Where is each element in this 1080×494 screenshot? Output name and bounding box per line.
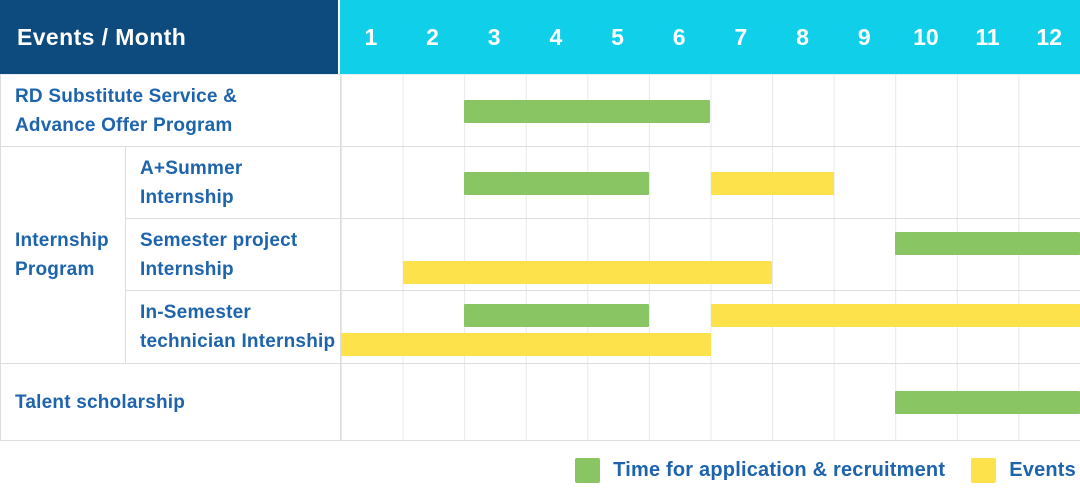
- application-recruitment-bar: [895, 232, 1080, 255]
- row-chart-area: [340, 219, 1080, 290]
- row-chart-area: [340, 75, 1080, 146]
- row-label-line: technician Internship: [140, 331, 336, 352]
- table-row: In-Semester technician Internship: [125, 291, 1080, 363]
- row-label-line: Internship: [140, 258, 234, 280]
- month-header-cell: 9: [857, 23, 871, 50]
- events-month-header-cell: Events / Month: [0, 0, 340, 74]
- row-label: A+Summer Internship: [125, 147, 340, 218]
- table-row: Talent scholarship: [1, 364, 1080, 441]
- legend-item: Time for application & recruitment: [575, 458, 945, 483]
- row-label: Talent scholarship: [1, 364, 340, 440]
- events-bar: [710, 171, 834, 195]
- internship-program-group: Internship Program A+Summer Internship Seme…: [1, 147, 1080, 364]
- row-label-line: Semester project: [140, 229, 298, 251]
- legend: Time for application & recruitment Events: [0, 458, 1076, 483]
- month-header-cell: 6: [672, 23, 686, 50]
- month-header-cell: 1: [364, 23, 378, 50]
- table-row: A+Summer Internship: [125, 147, 1080, 219]
- group-label: Internship Program: [15, 230, 109, 280]
- row-chart-area: [340, 291, 1080, 363]
- application-recruitment-bar: [464, 171, 649, 195]
- legend-item: Events: [971, 458, 1076, 483]
- row-label-line: Advance Offer Program: [15, 114, 233, 136]
- row-chart-area: [340, 364, 1080, 440]
- row-label-line: Internship: [140, 186, 234, 208]
- month-header-cell: 11: [975, 23, 1000, 50]
- application-recruitment-bar: [464, 304, 649, 327]
- month-header-cell: 4: [549, 23, 563, 50]
- legend-label: Time for application & recruitment: [613, 459, 946, 481]
- legend-swatch-green: [575, 458, 601, 483]
- legend-label: Events: [1009, 459, 1076, 481]
- row-chart-area: [340, 147, 1080, 218]
- month-header-cell: 8: [796, 23, 809, 50]
- row-label-line: Talent scholarship: [15, 391, 186, 413]
- events-bar: [341, 333, 711, 356]
- events-bar: [710, 304, 1080, 327]
- month-header-cell: 10: [913, 23, 939, 50]
- row-label: Semester project Internship: [125, 219, 340, 290]
- row-label-line: RD Substitute Service &: [15, 85, 238, 107]
- row-label: In-Semester technician Internship: [125, 291, 340, 363]
- row-label-line: A+Summer: [140, 157, 243, 179]
- month-header-cell: 7: [734, 23, 748, 50]
- month-header-cell: 12: [1036, 23, 1063, 50]
- month-header-row: 1 2 3 4 5 6 7 8 9 10 11 12: [340, 0, 1080, 74]
- table-row: Semester project Internship: [125, 219, 1080, 291]
- group-sub-rows: A+Summer Internship Semester project Intern…: [125, 147, 1080, 363]
- application-recruitment-bar: [464, 99, 711, 123]
- row-label: RD Substitute Service & Advance Offer Pro…: [1, 75, 340, 146]
- application-recruitment-bar: [895, 391, 1080, 414]
- events-bar: [402, 261, 773, 284]
- month-header-cell: 5: [611, 23, 624, 50]
- gantt-table-body: RD Substitute Service & Advance Offer Pro…: [0, 74, 1080, 441]
- table-header: Events / Month 1 2 3 4 5 6 7 8 9 10 11 12: [0, 0, 1080, 74]
- row-label-line: In-Semester: [140, 302, 251, 323]
- month-header-cell: 3: [487, 23, 501, 50]
- table-row: RD Substitute Service & Advance Offer Pro…: [1, 75, 1080, 147]
- legend-swatch-yellow: [971, 458, 997, 483]
- month-header-cell: 2: [426, 23, 439, 50]
